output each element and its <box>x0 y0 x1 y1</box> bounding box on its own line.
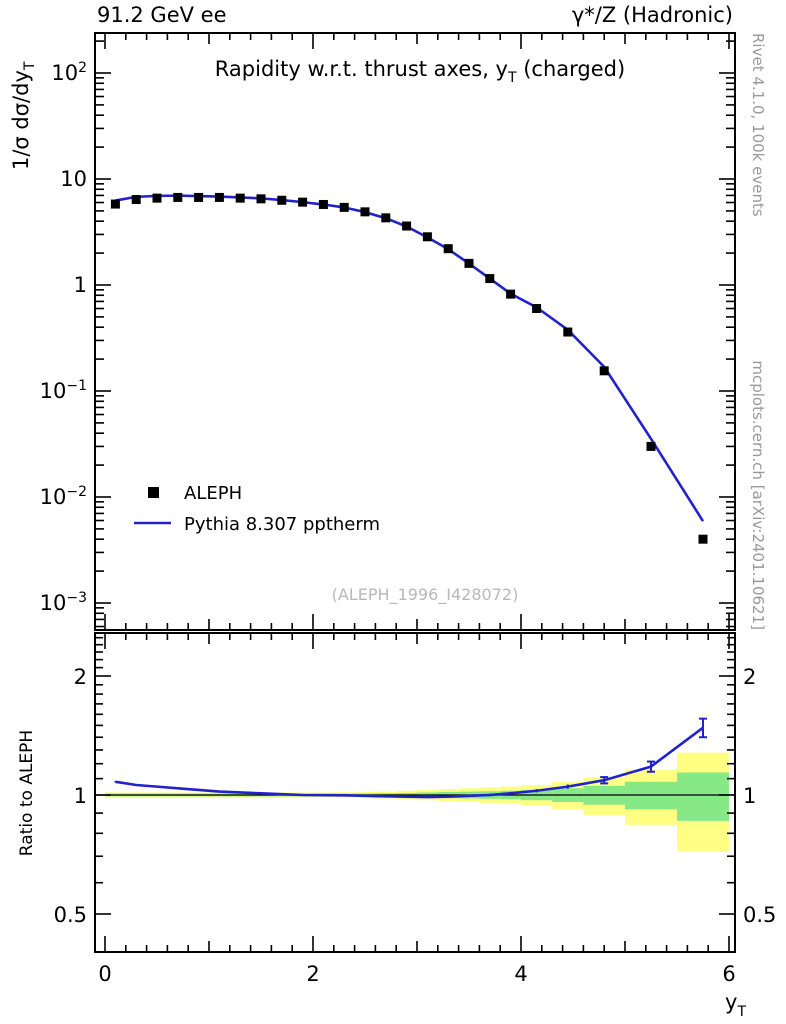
ratio-y-tick-label: 2 <box>74 665 87 689</box>
aleph-data-point <box>298 197 308 207</box>
ratio-y-tick-label: 1 <box>743 784 756 808</box>
ratio-y-tick-label: 0.5 <box>743 903 776 927</box>
legend: ALEPH Pythia 8.307 pptherm <box>134 483 380 535</box>
aleph-data-point <box>360 207 370 217</box>
aleph-data-point <box>698 534 708 544</box>
aleph-data-point <box>256 194 266 204</box>
aleph-data-point <box>110 199 120 209</box>
aleph-data-point <box>194 192 204 202</box>
axes-and-ticks: 0 2 4 6 102 10 1 10−1 10−2 10−3 2 2 1 1 0.5 0.5 <box>40 33 776 986</box>
y-axis-label: 1/σ dσ/dyT <box>9 61 38 170</box>
aleph-data-point <box>563 327 573 337</box>
pythia-curve <box>115 194 705 522</box>
aleph-data-point <box>235 193 245 203</box>
y-tick-label: 10−3 <box>40 590 87 615</box>
aleph-data-point <box>646 441 656 451</box>
ratio-y-tick-label: 0.5 <box>54 903 87 927</box>
aleph-data-point <box>173 192 183 202</box>
x-tick-label: 0 <box>98 962 111 986</box>
aleph-data-point <box>532 304 542 314</box>
y-tick-label: 10 <box>60 167 87 191</box>
plot-title: Rapidity w.r.t. thrust axes, yT (charged… <box>215 57 625 86</box>
x-axis-label: yT <box>725 990 746 1020</box>
x-tick-label: 6 <box>722 962 735 986</box>
legend-aleph-label: ALEPH <box>184 483 242 504</box>
process-label: γ*/Z (Hadronic) <box>572 3 733 27</box>
ratio-panel-frame <box>94 632 736 953</box>
aleph-data-point <box>402 221 412 231</box>
legend-pythia-label: Pythia 8.307 pptherm <box>184 514 380 535</box>
ratio-y-tick-label: 2 <box>743 665 756 689</box>
green-band-bin <box>677 772 729 821</box>
aleph-data-point <box>443 244 453 254</box>
y-tick-label: 10−2 <box>40 484 87 509</box>
aleph-data-point <box>318 199 328 209</box>
x-tick-label: 2 <box>306 962 319 986</box>
ratio-y-tick-label: 1 <box>74 784 87 808</box>
aleph-data-point <box>599 366 609 376</box>
aleph-data-point <box>131 195 141 205</box>
aleph-data-point <box>485 274 495 284</box>
aleph-data-point <box>464 258 474 268</box>
aleph-data-point <box>152 193 162 203</box>
rivet-version-label: Rivet 4.1.0, 100k events <box>749 33 767 217</box>
aleph-data-point <box>277 195 287 205</box>
y-tick-label: 10−1 <box>40 378 87 403</box>
aleph-data-point <box>506 289 516 299</box>
analysis-id-watermark: (ALEPH_1996_I428072) <box>332 585 519 605</box>
main-panel-frame <box>94 32 736 631</box>
ratio-y-axis-label: Ratio to ALEPH <box>17 730 37 856</box>
main-panel-series <box>110 192 708 544</box>
aleph-square-marker-icon <box>148 487 159 498</box>
beam-energy-label: 91.2 GeV ee <box>97 3 227 27</box>
aleph-data-point <box>214 192 224 202</box>
aleph-data-point <box>339 202 349 212</box>
aleph-data-point <box>422 232 432 242</box>
x-tick-label: 4 <box>514 962 527 986</box>
panel-frames <box>94 32 736 953</box>
pythia-ratio-curve <box>115 726 704 799</box>
ratio-uncertainty-bands <box>95 752 735 852</box>
aleph-data-point <box>381 213 391 223</box>
y-tick-label: 1 <box>74 273 87 297</box>
y-tick-label: 102 <box>51 60 87 85</box>
mcplots-credit-label: mcplots.cern.ch [arXiv:2401.10621] <box>749 360 767 630</box>
ratio-panel-series <box>114 717 707 799</box>
